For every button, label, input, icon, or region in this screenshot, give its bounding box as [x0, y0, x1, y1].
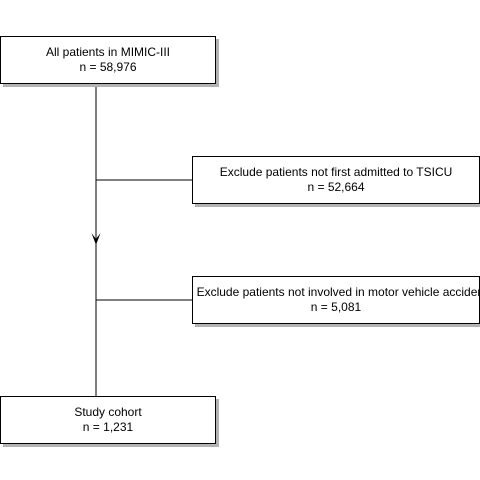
source-population-box: All patients in MIMIC-III n = 58,976 — [0, 36, 216, 84]
arrowhead-down-icon — [91, 233, 101, 245]
source-population-title: All patients in MIMIC-III — [45, 45, 171, 59]
source-population-count: n = 58,976 — [79, 60, 137, 74]
exclusion-box-tsicu: Exclude patients not first admitted to T… — [192, 156, 480, 204]
exclusion-box-motor-vehicle: Exclude patients not involved in motor v… — [192, 276, 480, 324]
exclusion-title-motor-vehicle: Exclude patients not involved in motor v… — [196, 285, 480, 299]
study-cohort-count: n = 1,231 — [82, 420, 134, 434]
study-cohort-box: Study cohort n = 1,231 — [0, 396, 216, 444]
exclusion-title-tsicu: Exclude patients not first admitted to T… — [219, 165, 453, 179]
exclusion-count-motor-vehicle: n = 5,081 — [310, 300, 362, 314]
study-cohort-title: Study cohort — [74, 405, 142, 419]
exclusion-count-tsicu: n = 52,664 — [307, 180, 365, 194]
